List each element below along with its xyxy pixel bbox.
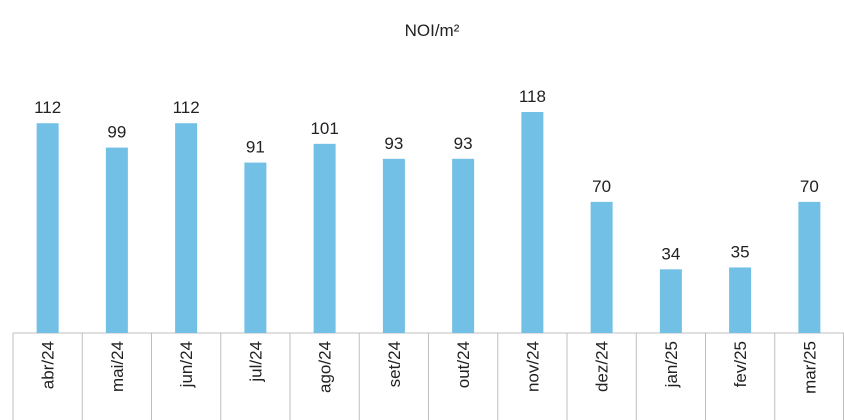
bar — [590, 201, 613, 333]
x-tick-label: out/24 — [454, 341, 473, 388]
x-tick-label: mar/25 — [800, 341, 819, 394]
value-label: 118 — [519, 87, 546, 106]
value-label: 34 — [661, 244, 680, 263]
x-tick-label: mai/24 — [108, 341, 127, 392]
x-tick-label: ago/24 — [316, 341, 335, 393]
x-tick-label: abr/24 — [39, 341, 58, 389]
bar — [313, 143, 336, 333]
value-label: 99 — [107, 123, 126, 142]
chart-title: NOI/m² — [405, 21, 460, 40]
value-label: 35 — [731, 242, 750, 261]
x-tick-label: jul/24 — [246, 341, 265, 383]
bar — [244, 162, 267, 333]
bar — [452, 158, 475, 333]
x-tick-label: fev/25 — [731, 341, 750, 387]
value-label: 70 — [800, 177, 819, 196]
bar — [659, 269, 682, 333]
x-tick-label: set/24 — [385, 341, 404, 387]
value-label: 91 — [246, 138, 265, 157]
bar — [382, 158, 405, 333]
value-label: 101 — [310, 119, 338, 138]
bar — [521, 112, 544, 333]
x-tick-label: jan/25 — [662, 341, 681, 388]
bar — [36, 123, 59, 333]
bar — [175, 123, 198, 333]
bar — [105, 147, 128, 333]
x-tick-label: dez/24 — [593, 341, 612, 392]
value-label: 70 — [592, 177, 611, 196]
bar — [798, 201, 821, 333]
x-tick-label: jun/24 — [177, 341, 196, 388]
x-tick-label: nov/24 — [523, 341, 542, 392]
value-label: 112 — [173, 98, 200, 117]
value-label: 93 — [454, 134, 473, 153]
value-label: 93 — [384, 134, 403, 153]
bar — [729, 267, 752, 333]
value-label: 112 — [34, 98, 61, 117]
